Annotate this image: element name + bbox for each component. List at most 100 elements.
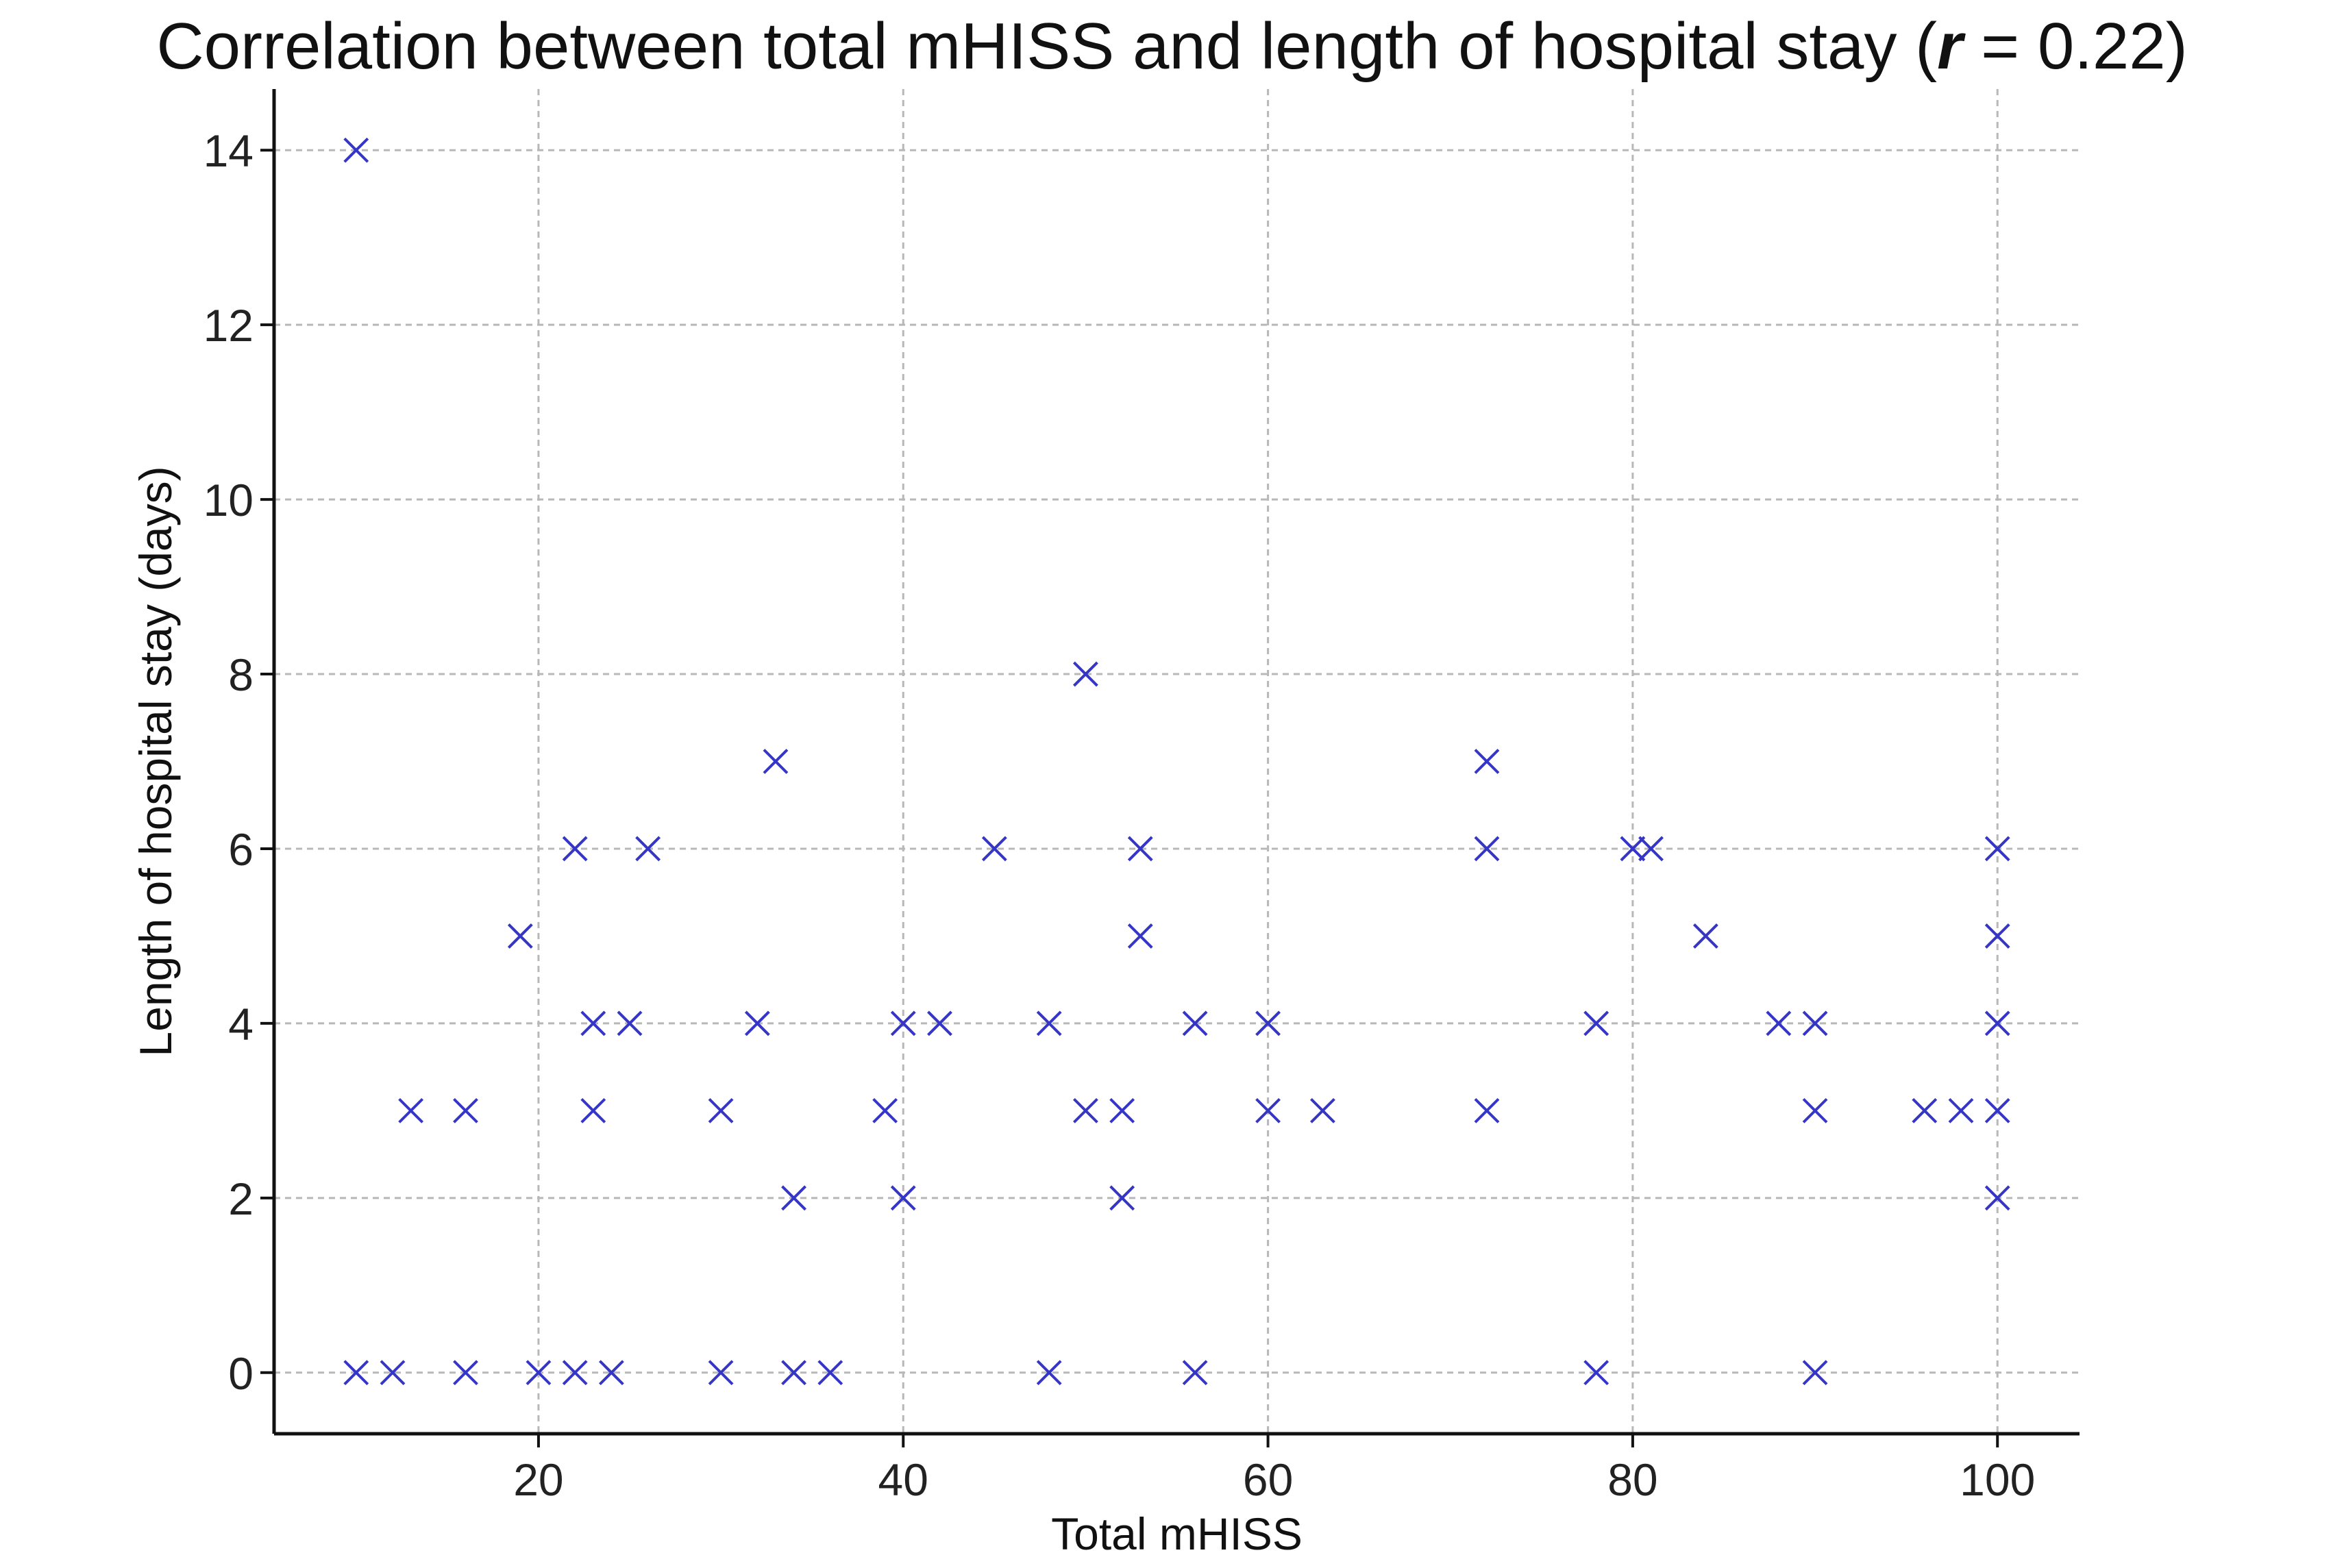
data-point xyxy=(763,749,789,774)
data-point-stroke xyxy=(708,1360,734,1386)
y-tick-label: 14 xyxy=(203,125,254,176)
data-point xyxy=(1182,1010,1208,1036)
x-tick-label: 40 xyxy=(878,1454,928,1505)
data-point-stroke xyxy=(1766,1010,1792,1036)
data-point-stroke xyxy=(1255,1010,1281,1036)
data-point xyxy=(562,836,588,862)
data-point xyxy=(1984,1097,2010,1123)
data-point-stroke xyxy=(1620,836,1646,862)
data-point xyxy=(1984,923,2010,949)
data-point xyxy=(1109,1185,1135,1211)
data-point xyxy=(1474,1097,1500,1123)
data-point xyxy=(1182,1360,1208,1386)
data-point-stroke xyxy=(781,1360,806,1386)
data-point xyxy=(1255,1097,1281,1123)
data-point xyxy=(1984,836,2010,862)
data-point xyxy=(1127,923,1153,949)
data-point-stroke xyxy=(1948,1097,1974,1123)
data-point xyxy=(1036,1010,1062,1036)
axes xyxy=(260,89,2080,1447)
data-point-stroke xyxy=(1474,1097,1500,1123)
data-point-stroke xyxy=(1984,1097,2010,1123)
data-point-stroke xyxy=(1802,1360,1828,1386)
data-point xyxy=(580,1097,606,1123)
data-point-stroke xyxy=(580,1097,606,1123)
data-point-stroke xyxy=(781,1185,806,1211)
data-point xyxy=(380,1360,406,1386)
x-tick-label: 80 xyxy=(1607,1454,1657,1505)
data-point-stroke xyxy=(1474,836,1500,862)
y-tick-label: 4 xyxy=(228,999,254,1049)
tick-labels: 20 40 60 80 100 0 2 4 6 8 10 12 14 xyxy=(203,125,2036,1505)
data-point xyxy=(1638,836,1664,862)
data-point xyxy=(1692,923,1718,949)
data-point-stroke xyxy=(817,1360,843,1386)
data-point xyxy=(526,1360,552,1386)
data-point xyxy=(635,836,661,862)
data-point-stroke xyxy=(562,836,588,862)
data-points xyxy=(343,137,2010,1386)
data-point xyxy=(890,1185,916,1211)
data-point-stroke xyxy=(453,1097,478,1123)
data-point-stroke xyxy=(1182,1360,1208,1386)
data-point-stroke xyxy=(1109,1185,1135,1211)
data-point-stroke xyxy=(343,1360,369,1386)
data-point xyxy=(1255,1010,1281,1036)
data-point xyxy=(708,1097,734,1123)
data-point xyxy=(1474,836,1500,862)
data-point-stroke xyxy=(1984,1010,2010,1036)
data-point-stroke xyxy=(1802,1097,1828,1123)
data-point xyxy=(617,1010,643,1036)
data-point xyxy=(580,1010,606,1036)
data-point-stroke xyxy=(1583,1360,1609,1386)
data-point-stroke xyxy=(1984,1185,2010,1211)
data-point xyxy=(1073,661,1098,687)
data-point-stroke xyxy=(1638,836,1664,862)
grid-lines xyxy=(274,89,2080,1434)
x-tick-label: 60 xyxy=(1243,1454,1293,1505)
data-point-stroke xyxy=(1127,836,1153,862)
data-point xyxy=(1948,1097,1974,1123)
data-point-stroke xyxy=(1310,1097,1335,1123)
data-point-stroke xyxy=(635,836,661,862)
data-point xyxy=(890,1010,916,1036)
data-point-stroke xyxy=(1109,1097,1135,1123)
data-point xyxy=(781,1360,806,1386)
data-point-stroke xyxy=(507,923,533,949)
y-tick-label: 8 xyxy=(228,649,254,700)
chart-title-text: Correlation between total mHISS and leng… xyxy=(156,10,1938,83)
y-axis-label: Length of hospital stay (days) xyxy=(130,466,181,1056)
data-point-stroke xyxy=(1692,923,1718,949)
data-point-stroke xyxy=(763,749,789,774)
data-point xyxy=(343,1360,369,1386)
data-point xyxy=(1127,836,1153,862)
data-point-stroke xyxy=(1583,1010,1609,1036)
data-point xyxy=(1984,1185,2010,1211)
data-point-stroke xyxy=(890,1185,916,1211)
data-point xyxy=(981,836,1007,862)
data-point-stroke xyxy=(1182,1010,1208,1036)
data-point-stroke xyxy=(580,1010,606,1036)
x-tick-label: 20 xyxy=(513,1454,563,1505)
chart-title-value: = 0.22) xyxy=(1962,10,2188,83)
data-point xyxy=(453,1360,478,1386)
data-point-stroke xyxy=(617,1010,643,1036)
data-point-stroke xyxy=(1912,1097,1938,1123)
data-point-stroke xyxy=(1036,1010,1062,1036)
data-point-stroke xyxy=(343,137,369,163)
data-point-stroke xyxy=(1255,1097,1281,1123)
data-point-stroke xyxy=(1984,836,2010,862)
data-point-stroke xyxy=(562,1360,588,1386)
data-point-stroke xyxy=(1073,661,1098,687)
data-point xyxy=(927,1010,952,1036)
y-tick-label: 12 xyxy=(203,300,254,351)
y-tick-label: 0 xyxy=(228,1348,254,1399)
data-point-stroke xyxy=(598,1360,624,1386)
data-point xyxy=(781,1185,806,1211)
data-point xyxy=(744,1010,770,1036)
data-point xyxy=(1912,1097,1938,1123)
data-point-stroke xyxy=(453,1360,478,1386)
data-point xyxy=(453,1097,478,1123)
